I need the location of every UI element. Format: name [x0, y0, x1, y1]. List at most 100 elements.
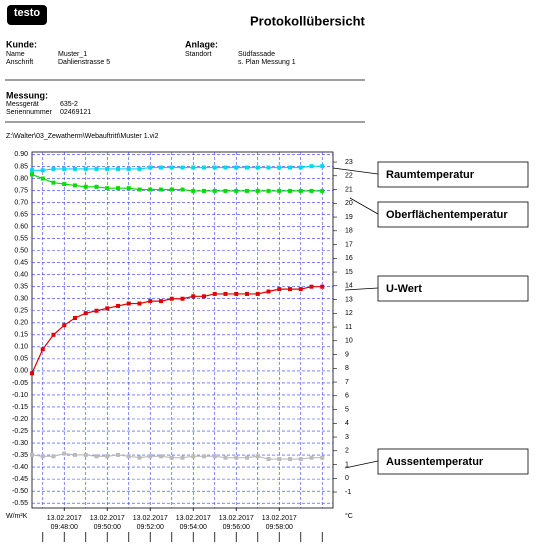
point: [105, 454, 110, 459]
page-title: Protokollübersicht: [250, 13, 366, 28]
series-line: [31, 452, 323, 460]
point: [126, 186, 131, 191]
callout-box: [377, 201, 529, 228]
point: [40, 168, 45, 173]
point: [137, 166, 142, 171]
callout-box: [377, 275, 529, 302]
point: [309, 188, 314, 193]
series-line: [31, 286, 323, 374]
y2-tick-label: 1: [345, 461, 349, 468]
y2-tick-label: 6: [345, 393, 349, 400]
y-tick-label: 0.00: [14, 368, 28, 375]
point: [94, 184, 99, 189]
point: [30, 168, 34, 173]
point: [288, 457, 292, 462]
point: [94, 308, 99, 313]
y-tick-label: 0.40: [14, 272, 28, 279]
point: [202, 165, 206, 170]
point: [288, 165, 292, 170]
point: [51, 166, 56, 171]
field-label: Name: [6, 51, 25, 58]
point: [116, 166, 120, 171]
point: [83, 184, 88, 189]
callout-line: [344, 460, 379, 469]
point: [62, 166, 67, 171]
point: [223, 188, 228, 193]
field-value: Dahlienstrasse 5: [58, 59, 110, 66]
y-tick-label: 0.90: [14, 151, 28, 158]
point: [83, 311, 88, 316]
point: [202, 294, 206, 299]
callout-box: [377, 161, 529, 188]
point: [180, 296, 185, 301]
point: [245, 291, 249, 296]
y2-tick-label: 16: [345, 255, 353, 262]
point: [245, 188, 249, 193]
point: [51, 454, 56, 459]
point: [255, 165, 260, 170]
y-tick-label: 0.25: [14, 308, 28, 315]
point: [105, 306, 110, 311]
point: [137, 455, 142, 460]
y-tick-label: 0.20: [14, 320, 28, 327]
point: [277, 188, 282, 193]
point: [40, 454, 45, 459]
point: [73, 315, 77, 320]
callouts: [332, 161, 529, 475]
point: [159, 299, 163, 304]
point: [180, 165, 185, 170]
point: [30, 371, 34, 376]
legend-entry: Oberflächentemperatur: [386, 209, 508, 221]
x-tick-date: 13.02.2017: [219, 515, 254, 522]
y2-tick-label: 17: [345, 241, 353, 248]
y2-tick-label: 3: [345, 434, 349, 441]
point: [309, 164, 314, 169]
y-tick-label: 0.80: [14, 175, 28, 182]
point: [148, 454, 153, 459]
point: [137, 301, 142, 306]
point: [169, 296, 174, 301]
point: [148, 299, 153, 304]
point: [223, 291, 228, 296]
point: [30, 452, 34, 457]
y2-tick-label: 19: [345, 214, 353, 221]
point: [62, 182, 67, 187]
x-tick-date: 13.02.2017: [90, 515, 125, 522]
y2-tick-label: 4: [345, 420, 349, 427]
section-heading: Messung:: [6, 90, 48, 100]
point: [277, 457, 282, 462]
field-value: 635-2: [60, 101, 78, 108]
y-tick-label: -0.50: [12, 488, 28, 495]
point: [191, 454, 196, 459]
point: [169, 455, 174, 460]
point: [180, 455, 185, 460]
y-tick-label: 0.10: [14, 344, 28, 351]
section-heading: Anlage:: [185, 39, 218, 49]
point: [212, 454, 217, 459]
y-tick-label: 0.30: [14, 296, 28, 303]
section-heading: Kunde:: [6, 39, 37, 49]
y2-tick-label: 2: [345, 448, 349, 455]
point: [62, 451, 67, 456]
y-tick-label: 0.15: [14, 332, 28, 339]
callout-line: [349, 197, 379, 215]
point: [116, 186, 120, 191]
x-tick-label: 09:50:00: [94, 524, 121, 531]
series-line: [32, 165, 323, 171]
point: [255, 188, 260, 193]
field-label: Seriennummer: [6, 109, 53, 116]
x-tick-label: 09:52:00: [137, 524, 164, 531]
y-tick-label: -0.05: [12, 380, 28, 387]
logo: testo: [14, 7, 41, 19]
y-tick-label: -0.25: [12, 428, 28, 435]
point: [169, 187, 174, 192]
y2-tick-label: 5: [345, 406, 349, 413]
y-tick-label: 0.70: [14, 199, 28, 206]
point: [266, 457, 271, 462]
point: [62, 323, 67, 328]
field-label: Standort: [185, 51, 212, 58]
plot-frame: [31, 151, 334, 509]
point: [234, 455, 239, 460]
y2-tick-label: 9: [345, 351, 349, 358]
